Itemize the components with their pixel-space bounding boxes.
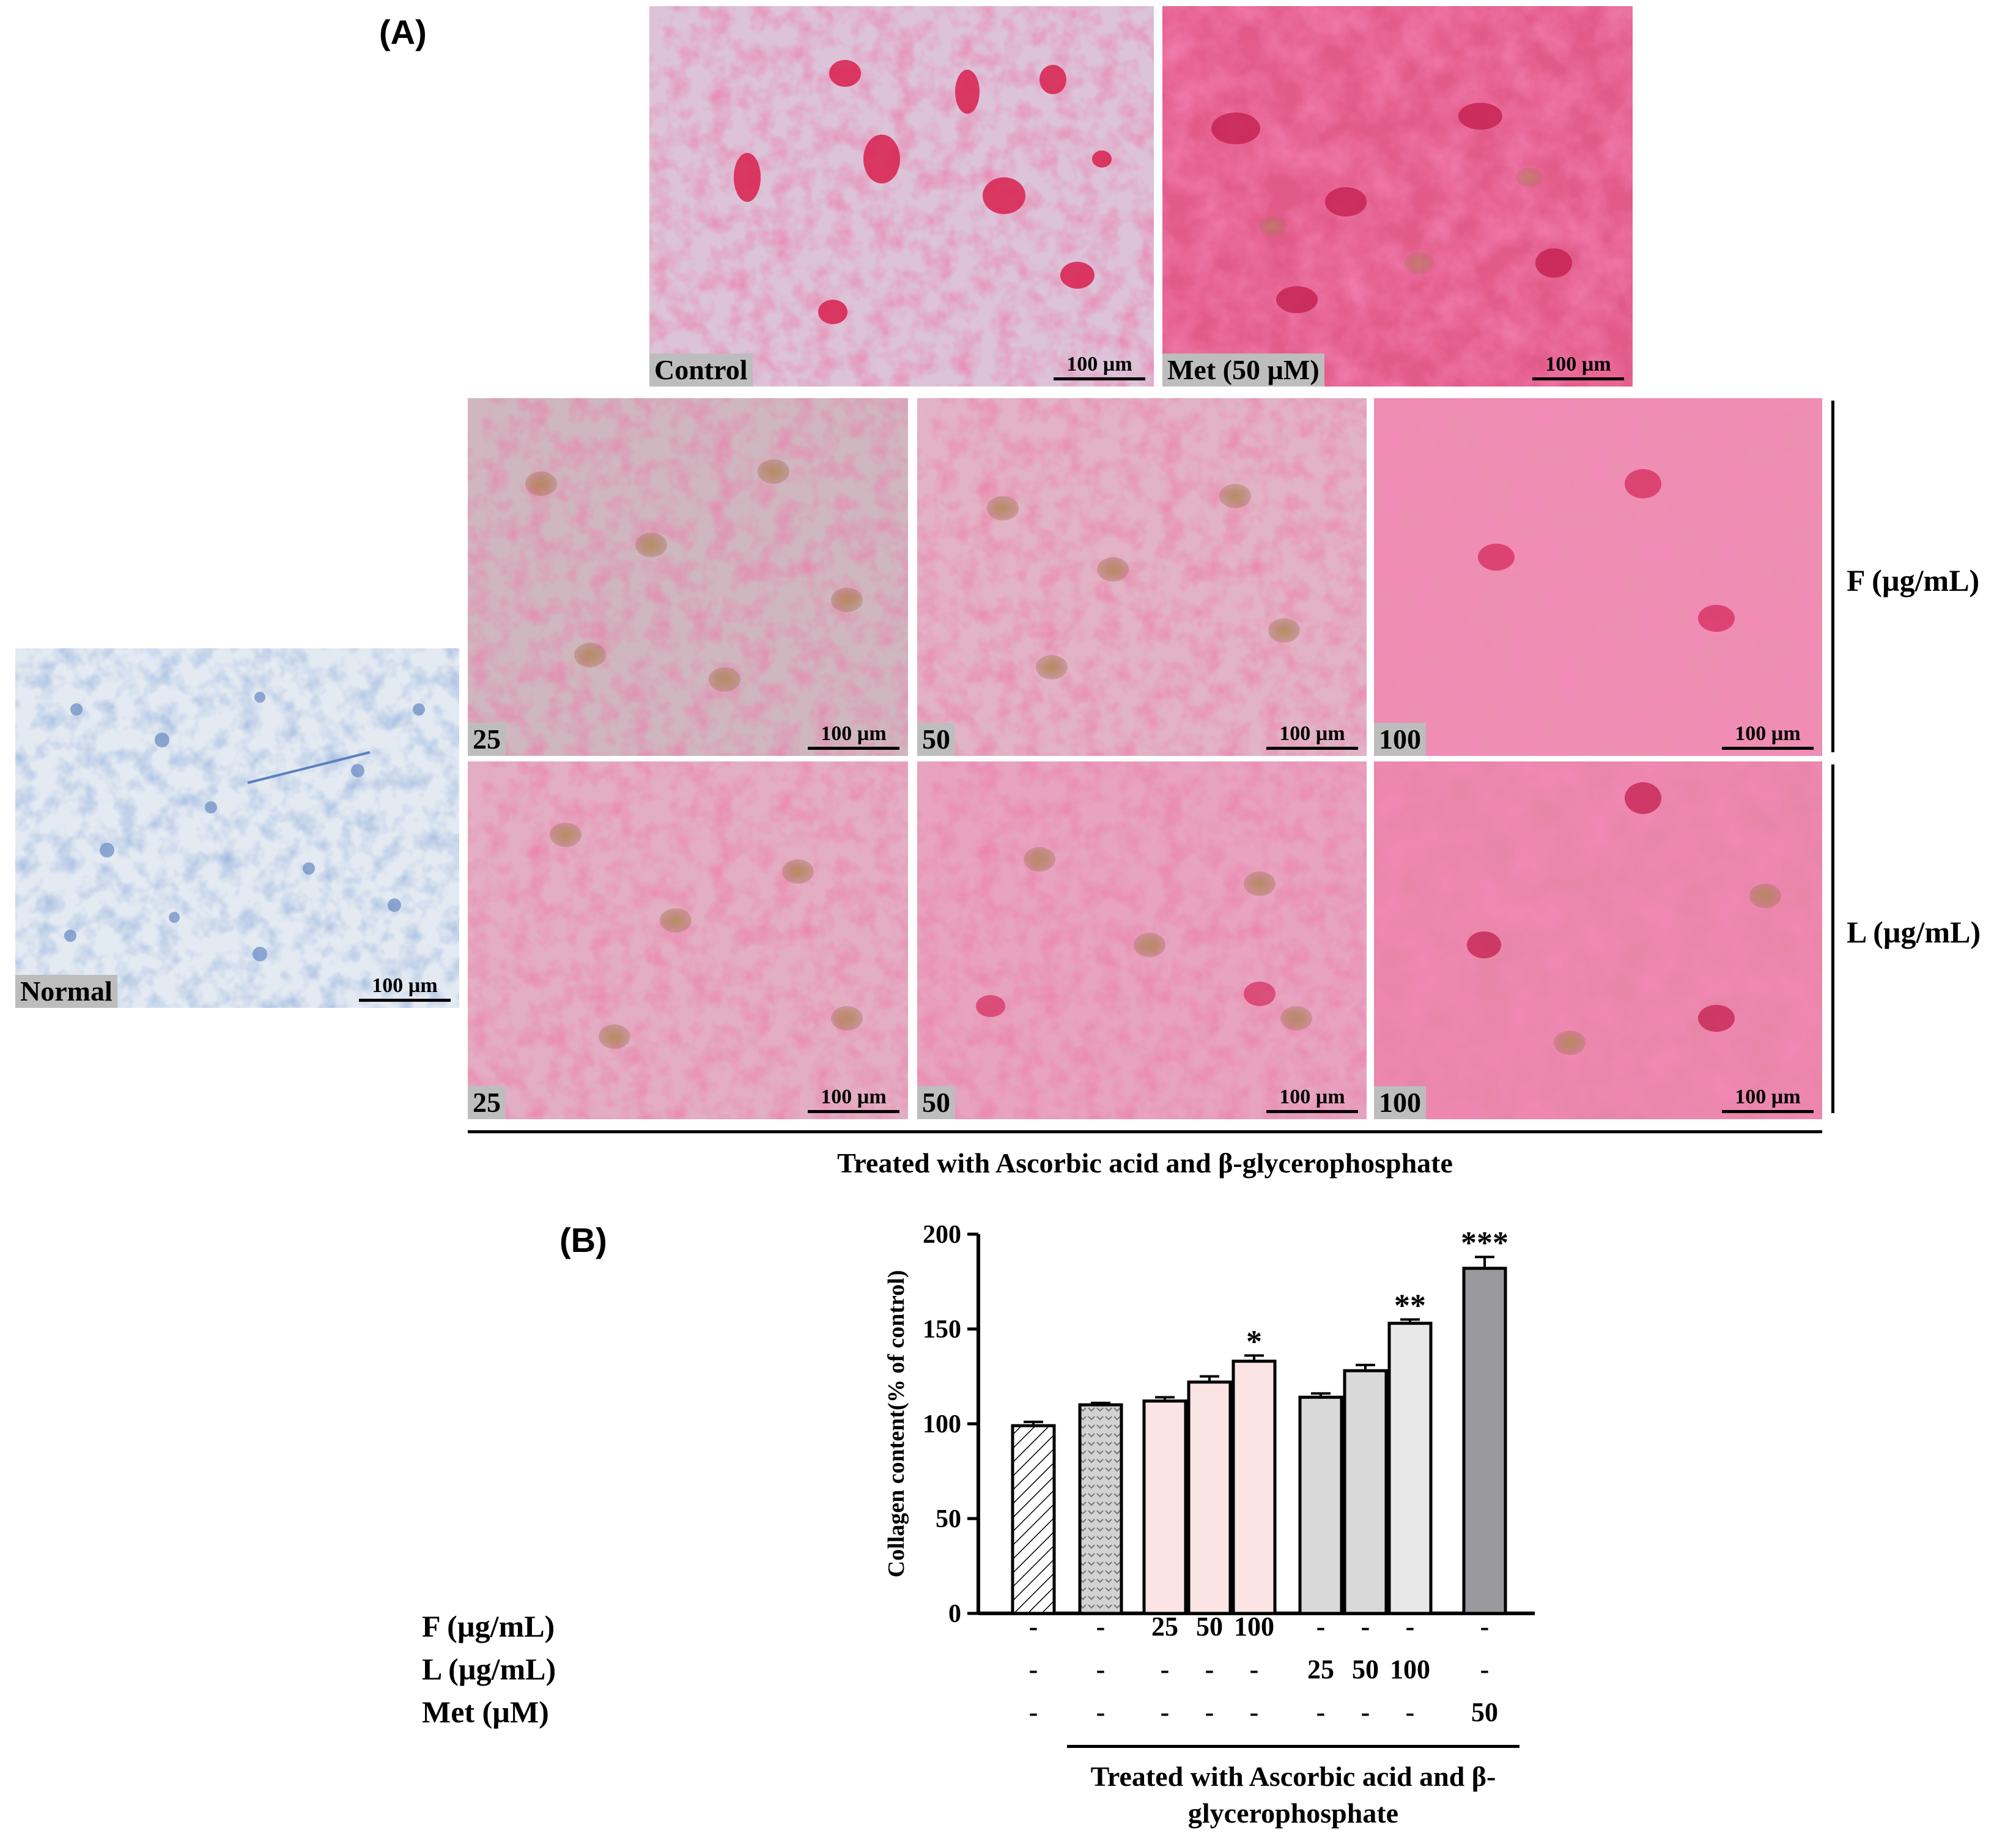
f-row-bracket	[1831, 401, 1834, 752]
condition-cell: 25	[1151, 1612, 1178, 1642]
bar	[1142, 1399, 1187, 1615]
condition-cell: -	[1028, 1612, 1038, 1642]
condition-cell: 50	[1471, 1697, 1498, 1727]
scale-bar-f-100: 100 µm	[1722, 722, 1814, 750]
condition-cell: 50	[1352, 1654, 1379, 1684]
condition-cell: 100	[1234, 1612, 1274, 1642]
significance-label: ***	[1461, 1226, 1508, 1260]
condition-cell: -	[1480, 1654, 1490, 1684]
condition-cell: -	[1405, 1697, 1415, 1727]
condition-cell: -	[1361, 1612, 1370, 1642]
y-tick-label: 0	[948, 1600, 961, 1628]
micrograph-met: Met (50 µM) 100 µm	[1162, 6, 1633, 387]
scale-bar-text: 100 µm	[1545, 353, 1611, 376]
image-label-f-50: 50	[917, 723, 955, 756]
condition-cell: -	[1096, 1612, 1106, 1642]
condition-cell: -	[1028, 1697, 1038, 1727]
treatment-caption-b: Treated with Ascorbic acid and β- glycer…	[1027, 1758, 1559, 1832]
y-tick-label: 50	[936, 1505, 961, 1533]
condition-cell: 100	[1390, 1654, 1430, 1684]
bar	[1078, 1403, 1123, 1615]
y-tick-label: 200	[923, 1221, 961, 1249]
micrograph-control: Control 100 µm	[649, 6, 1154, 387]
bar	[1231, 1360, 1277, 1615]
micrograph-f-100: 100 100 µm	[1374, 398, 1822, 756]
scale-bar-l-50: 100 µm	[1266, 1086, 1358, 1113]
condition-cell: -	[1205, 1654, 1214, 1684]
image-label-f-100: 100	[1374, 723, 1426, 756]
image-label-normal: Normal	[15, 975, 117, 1008]
image-label-met: Met (50 µM)	[1162, 354, 1324, 387]
significance-label: **	[1394, 1289, 1426, 1323]
treatment-line-b	[1067, 1745, 1519, 1748]
bar	[1343, 1369, 1388, 1615]
bar	[1187, 1380, 1232, 1615]
scale-bar-f-25: 100 µm	[808, 722, 899, 750]
treatment-caption-b-line1: Treated with Ascorbic acid and β-	[1090, 1761, 1496, 1792]
l-row-label: L (µg/mL)	[1847, 915, 1981, 949]
condition-cell: -	[1361, 1697, 1370, 1727]
scale-bar-text: 100 µm	[372, 974, 438, 997]
bar	[1011, 1424, 1056, 1615]
image-label-l-100: 100	[1374, 1086, 1426, 1119]
image-label-f-25: 25	[468, 723, 506, 756]
condition-cell: -	[1096, 1697, 1106, 1727]
scale-bar-control: 100 µm	[1054, 353, 1145, 380]
treatment-caption-a: Treated with Ascorbic acid and β-glycero…	[837, 1147, 1453, 1179]
micrograph-l-25: 25 100 µm	[468, 761, 908, 1119]
condition-row-label: Met (µM)	[422, 1695, 549, 1729]
f-row-label: F (µg/mL)	[1847, 563, 1980, 598]
condition-cell: -	[1316, 1612, 1326, 1642]
scale-bar-l-100: 100 µm	[1722, 1086, 1814, 1113]
image-label-control: Control	[649, 354, 753, 387]
condition-cell: -	[1160, 1654, 1170, 1684]
condition-cell: -	[1405, 1612, 1415, 1642]
image-label-l-25: 25	[468, 1086, 506, 1119]
micrograph-l-50: 50 100 µm	[917, 761, 1367, 1119]
bar	[1298, 1396, 1343, 1615]
scale-bar-normal: 100 µm	[359, 974, 451, 1002]
scale-bar-f-50: 100 µm	[1266, 722, 1358, 750]
scale-bar-text: 100 µm	[821, 1086, 887, 1108]
condition-cell: -	[1205, 1697, 1214, 1727]
condition-cell: -	[1480, 1612, 1490, 1642]
condition-cell: 50	[1196, 1612, 1223, 1642]
bar	[1387, 1322, 1433, 1615]
scale-bar-met: 100 µm	[1532, 353, 1624, 380]
image-label-l-50: 50	[917, 1086, 955, 1119]
scale-bar-text: 100 µm	[1735, 722, 1801, 745]
y-axis-label: Collagen content(% of control)	[884, 1270, 909, 1578]
scale-bar-text: 100 µm	[1066, 353, 1132, 376]
condition-row-label: L (µg/mL)	[422, 1652, 556, 1686]
scale-bar-text: 100 µm	[1279, 1086, 1345, 1108]
condition-cell: -	[1028, 1654, 1038, 1684]
scale-bar-text: 100 µm	[1735, 1086, 1801, 1108]
condition-cell: -	[1249, 1654, 1259, 1684]
micrograph-f-25: 25 100 µm	[468, 398, 908, 756]
condition-row-label: F (µg/mL)	[422, 1609, 555, 1643]
y-tick-label: 150	[923, 1316, 961, 1344]
condition-cell: -	[1160, 1697, 1170, 1727]
treatment-caption-b-line2: glycerophosphate	[1187, 1797, 1399, 1829]
significance-label: *	[1246, 1324, 1262, 1359]
micrograph-normal: Normal 100 µm	[15, 648, 459, 1008]
scale-bar-l-25: 100 µm	[808, 1086, 899, 1113]
panel-a-letter: (A)	[379, 13, 427, 51]
panel-b-letter: (B)	[559, 1221, 607, 1259]
scale-bar-text: 100 µm	[1279, 722, 1345, 745]
condition-cell: 25	[1307, 1654, 1334, 1684]
condition-cell: -	[1096, 1654, 1106, 1684]
micrograph-f-50: 50 100 µm	[917, 398, 1367, 756]
bar	[1462, 1267, 1507, 1615]
treatment-line-a	[468, 1130, 1822, 1133]
y-tick-label: 100	[923, 1410, 961, 1438]
scale-bar-text: 100 µm	[821, 722, 887, 745]
micrograph-l-100: 100 100 µm	[1374, 761, 1822, 1119]
condition-cell: -	[1249, 1697, 1259, 1727]
collagen-bar-chart: 0 50 100 150 200 Collagen content(% of contro…	[884, 1221, 1535, 1628]
l-row-bracket	[1831, 764, 1834, 1113]
condition-cell: -	[1316, 1697, 1326, 1727]
